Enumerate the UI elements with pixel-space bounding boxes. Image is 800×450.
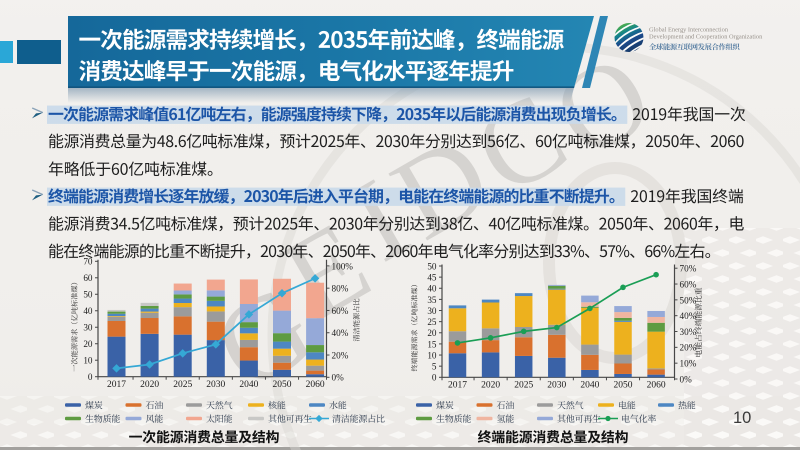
svg-text:2050: 2050 — [614, 381, 633, 391]
svg-text:40: 40 — [83, 306, 93, 316]
svg-text:Global Energy Interconnection: Global Energy Interconnection — [649, 27, 729, 34]
svg-text:20%: 20% — [680, 343, 697, 353]
svg-text:0%: 0% — [680, 374, 693, 384]
svg-text:10%: 10% — [680, 359, 697, 369]
svg-text:5: 5 — [432, 362, 437, 372]
svg-text:2030: 2030 — [206, 380, 225, 390]
svg-text:0%: 0% — [332, 373, 345, 383]
svg-text:15: 15 — [427, 339, 437, 349]
svg-text:30: 30 — [427, 306, 437, 316]
svg-text:80%: 80% — [332, 284, 349, 294]
svg-text:10: 10 — [733, 409, 751, 427]
svg-text:2040: 2040 — [580, 381, 599, 391]
svg-text:2017: 2017 — [107, 380, 126, 390]
svg-text:50: 50 — [83, 290, 93, 300]
svg-text:60%: 60% — [332, 306, 349, 316]
svg-text:70: 70 — [83, 257, 93, 267]
svg-text:100%: 100% — [332, 261, 354, 271]
svg-text:25: 25 — [427, 317, 437, 327]
svg-text:2025: 2025 — [514, 381, 533, 391]
svg-text:2060: 2060 — [647, 381, 666, 391]
svg-text:20%: 20% — [332, 350, 349, 360]
svg-text:20: 20 — [427, 328, 437, 338]
svg-text:20: 20 — [83, 339, 93, 349]
svg-text:35: 35 — [427, 295, 437, 305]
svg-text:45: 45 — [427, 273, 437, 283]
svg-text:2017: 2017 — [448, 381, 467, 391]
svg-text:50%: 50% — [680, 295, 697, 305]
svg-text:2020: 2020 — [481, 381, 500, 391]
svg-text:30: 30 — [83, 323, 93, 333]
svg-text:0: 0 — [432, 373, 437, 383]
svg-text:2040: 2040 — [239, 380, 258, 390]
svg-text:40%: 40% — [680, 311, 697, 321]
svg-text:60%: 60% — [680, 279, 697, 289]
svg-text:2025: 2025 — [173, 380, 192, 390]
svg-text:Development and Cooperation Or: Development and Cooperation Organization — [649, 33, 763, 40]
svg-text:70%: 70% — [680, 264, 697, 274]
svg-text:2050: 2050 — [273, 380, 292, 390]
svg-text:60: 60 — [83, 273, 93, 283]
svg-text:40: 40 — [427, 284, 437, 294]
svg-text:2060: 2060 — [306, 380, 325, 390]
svg-text:40%: 40% — [332, 328, 349, 338]
svg-text:2020: 2020 — [140, 380, 159, 390]
svg-text:10: 10 — [83, 356, 93, 366]
svg-text:10: 10 — [427, 350, 437, 360]
svg-text:0: 0 — [88, 372, 93, 382]
svg-text:50: 50 — [427, 261, 437, 271]
svg-text:30%: 30% — [680, 327, 697, 337]
svg-text:2030: 2030 — [547, 381, 566, 391]
